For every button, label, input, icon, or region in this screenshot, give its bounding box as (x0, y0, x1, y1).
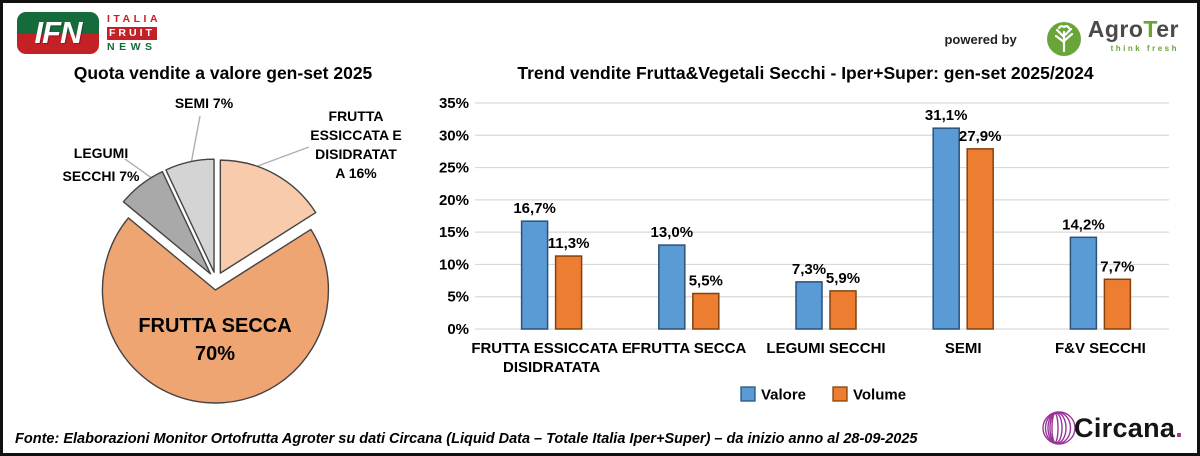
x-tick-label-2: LEGUMI SECCHI (766, 340, 885, 357)
pie-leader-line (190, 115, 201, 165)
pie-callout-label-3-0: SEMI 7% (175, 95, 234, 111)
ifn-acronym: IFN (34, 15, 83, 50)
ifn-word-fruit: FRUIT (107, 26, 157, 40)
bar-value-label: 31,1% (925, 107, 968, 124)
bar-value-label: 13,0% (651, 224, 694, 241)
y-tick-label: 30% (439, 127, 469, 144)
bar-volume-0 (554, 255, 583, 330)
x-tick-label-1: FRUTTA SECCA (631, 340, 746, 357)
pie-slice-frutta-secca (101, 217, 330, 404)
pie-slice-frutta-essiccata-e-disidratata (219, 159, 317, 274)
pie-inside-label-1-0: FRUTTA SECCA (138, 315, 291, 337)
y-tick-label: 10% (439, 256, 469, 273)
agroter-tree-icon (1046, 22, 1081, 56)
source-note: Fonte: Elaborazioni Monitor Ortofrutta A… (15, 431, 918, 447)
powered-by-block: powered by AgroTer think fresh (944, 16, 1179, 59)
pie-callout-label-0-3: A 16% (335, 165, 377, 181)
agroter-logo: AgroTer think fresh (1045, 16, 1179, 59)
bar-value-label: 11,3% (548, 235, 590, 252)
x-tick-label-4: F&V SECCHI (1055, 340, 1146, 357)
bar-value-label: 7,3% (792, 261, 826, 278)
pie-chart-title: Quota vendite a valore gen-set 2025 (73, 63, 373, 83)
bar-chart-title: Trend vendite Frutta&Vegetali Secchi - I… (517, 63, 1094, 83)
bar-value-label: 27,9% (959, 128, 1002, 145)
pie-callout-label-0-2: DISIDRATAT (315, 146, 397, 162)
agroter-name: AgroTer (1087, 16, 1179, 42)
x-tick-label-0: FRUTTA ESSICCATA E (471, 340, 632, 357)
legend-label-volume: Volume (853, 387, 906, 404)
powered-by-label: powered by (944, 31, 1017, 47)
ifn-word-italia: ITALIA (107, 12, 162, 25)
y-tick-label: 20% (439, 192, 469, 209)
agroter-tagline: think fresh (1110, 44, 1179, 53)
legend-label-valore: Valore (761, 387, 806, 404)
bar-volume-1 (692, 292, 720, 330)
y-tick-label: 35% (439, 95, 469, 112)
bar-valore-3 (932, 127, 960, 330)
y-tick-label: 15% (439, 224, 469, 241)
x-tick-label-0: DISIDRATATA (503, 359, 600, 376)
agroter-wordmark: AgroTer think fresh (1087, 16, 1179, 59)
pie-inside-label-1-1: 70% (195, 343, 235, 365)
pie-callout-label-2-0: LEGUMI (74, 145, 128, 161)
circana-rings-icon (1042, 411, 1076, 445)
bar-volume-4 (1103, 278, 1132, 330)
bar-value-label: 5,5% (689, 272, 723, 289)
bar-value-label: 7,7% (1100, 258, 1134, 275)
legend-swatch-valore-icon (740, 386, 756, 402)
circana-logo: Circana. (1038, 408, 1183, 448)
y-tick-label: 5% (447, 289, 469, 306)
ifn-logo: IFN ITALIA FRUIT NEWS (17, 12, 161, 54)
bar-valore-4 (1069, 236, 1098, 330)
bar-value-label: 14,2% (1062, 216, 1105, 233)
bar-valore-0 (520, 220, 549, 330)
pie-callout-label-0-1: ESSICCATA E (310, 127, 402, 143)
pie-slice-legumi-secchi (122, 170, 212, 275)
bar-volume-2 (829, 290, 857, 330)
bar-valore-2 (795, 281, 823, 330)
circana-name: Circana. (1074, 412, 1183, 443)
y-tick-label: 0% (447, 321, 469, 338)
bar-value-label: 16,7% (513, 200, 556, 217)
pie-leader-line (254, 146, 310, 168)
bar-volume-3 (966, 148, 994, 330)
bar-value-label: 5,9% (826, 270, 860, 287)
pie-slice-semi (165, 158, 215, 273)
bar-chart: 0% 5% 10% 15% 20% 25% 30% 35% 16,7% 11,3% FRUTTA E… (439, 95, 1169, 404)
pie-callout-label-0-0: FRUTTA (329, 108, 384, 124)
ifn-badge-icon: IFN (17, 12, 99, 54)
ifn-wordmark: ITALIA FRUIT NEWS (107, 12, 162, 53)
pie-callout-label-2-1: SECCHI 7% (62, 168, 140, 184)
y-tick-label: 25% (439, 160, 469, 177)
bar-valore-1 (658, 244, 686, 330)
pie-leader-line (124, 158, 154, 180)
x-tick-label-3: SEMI (945, 340, 982, 357)
ifn-word-news: NEWS (107, 40, 157, 53)
pie-chart: FRUTTA ESSICCATA E DISIDRATAT A 16% FRUTTA S… (62, 95, 402, 404)
legend-swatch-volume-icon (832, 386, 848, 402)
